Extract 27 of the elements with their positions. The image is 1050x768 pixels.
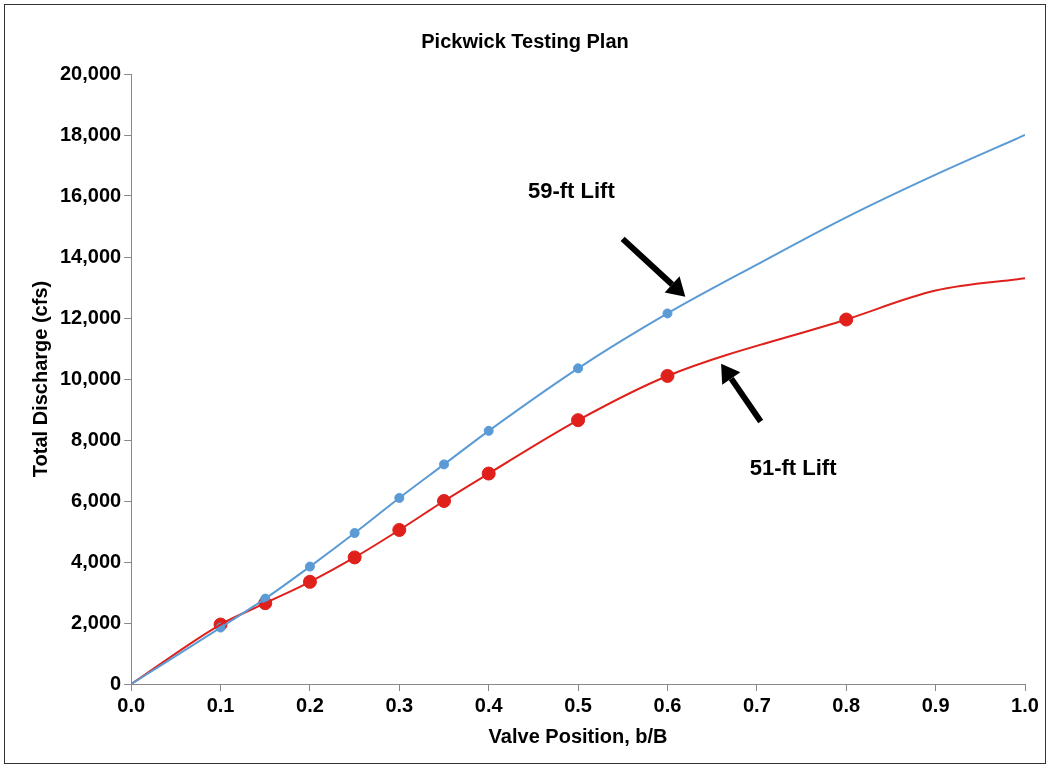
annotation: 51-ft Lift — [749, 454, 838, 480]
y-tick-label: 0 — [110, 671, 122, 694]
x-axis-title: Valve Position, b/B — [488, 724, 668, 747]
x-tick-label: 0.3 — [385, 693, 414, 716]
y-tick-label: 18,000 — [60, 122, 122, 145]
y-tick-label: 2,000 — [71, 610, 122, 633]
x-tick-label: 1.0 — [1011, 693, 1039, 716]
y-axis-title: Total Discharge (cfs) — [28, 280, 51, 478]
y-tick-label: 20,000 — [60, 61, 122, 84]
x-tick-label: 0.2 — [296, 693, 324, 716]
x-tick-label: 0.9 — [921, 693, 950, 716]
annotation: 59-ft Lift — [527, 177, 616, 203]
x-tick-label: 0.7 — [742, 693, 771, 716]
y-tick-label: 12,000 — [60, 305, 122, 328]
x-tick-label: 0.1 — [206, 693, 235, 716]
y-tick-label: 8,000 — [71, 427, 122, 450]
y-tick-label: 16,000 — [60, 183, 122, 206]
chart-title: Pickwick Testing Plan — [421, 29, 629, 52]
x-tick-label: 0.5 — [564, 693, 592, 716]
y-tick-label: 4,000 — [71, 549, 122, 572]
y-tick-label: 10,000 — [60, 366, 122, 389]
x-tick-label: 0.4 — [474, 693, 504, 716]
y-tick-label: 6,000 — [71, 488, 122, 511]
y-tick-label: 14,000 — [60, 244, 122, 267]
x-tick-label: 0.6 — [653, 693, 682, 716]
x-tick-label: 0.8 — [832, 693, 861, 716]
x-tick-label: 0.0 — [117, 693, 146, 716]
